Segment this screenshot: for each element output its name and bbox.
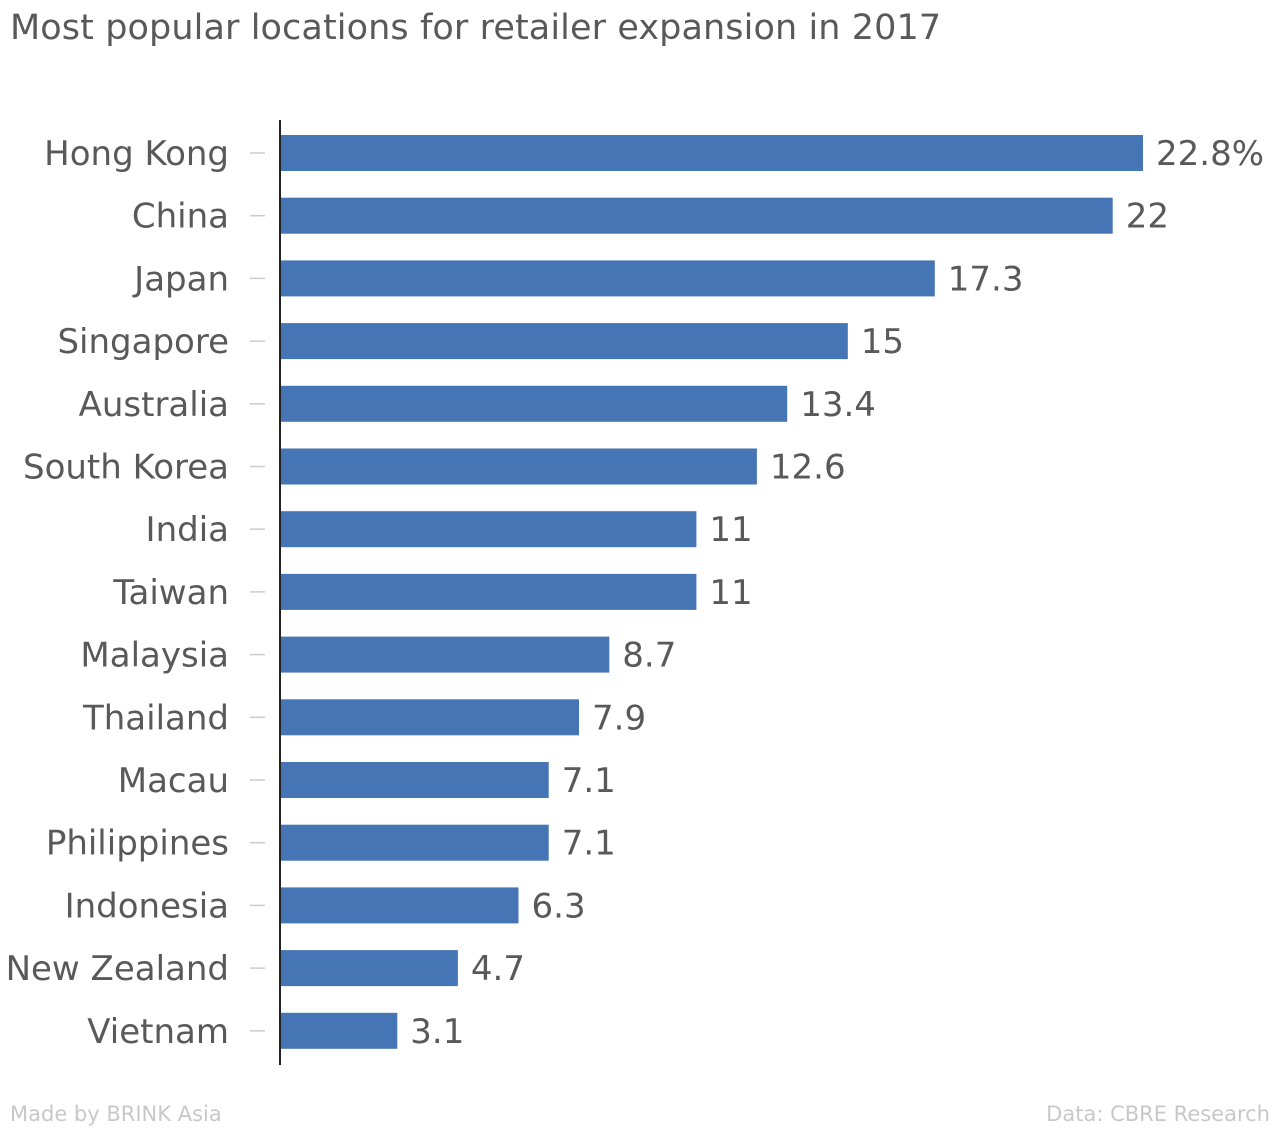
category-label-australia: Australia [79, 385, 229, 425]
value-label-vietnam: 3.1 [410, 1012, 464, 1052]
bar-thailand [280, 699, 579, 736]
bar-hong-kong [280, 135, 1143, 171]
bar-japan [280, 260, 935, 297]
category-labels: Hong Kong China Japan Singapore Australia Sou… [6, 134, 229, 1052]
category-label-macau: Macau [118, 761, 229, 801]
category-label-philippines: Philippines [46, 824, 229, 864]
bar-singapore [280, 323, 848, 360]
value-label-south-korea: 12.6 [770, 448, 846, 488]
value-label-china: 22 [1126, 197, 1169, 237]
value-label-india: 11 [709, 510, 752, 550]
bar-indonesia [280, 887, 519, 924]
category-ticks [250, 152, 265, 1032]
bar-china [280, 197, 1113, 234]
bar-vietnam [280, 1012, 398, 1049]
value-label-australia: 13.4 [800, 385, 876, 425]
bars [280, 135, 1143, 1049]
value-label-philippines: 7.1 [562, 824, 616, 864]
category-label-new-zealand: New Zealand [6, 949, 229, 989]
value-label-malaysia: 8.7 [622, 636, 676, 676]
category-label-japan: Japan [132, 259, 229, 299]
category-label-china: China [132, 197, 229, 237]
category-label-thailand: Thailand [82, 698, 229, 738]
category-label-hong-kong: Hong Kong [44, 134, 229, 174]
bar-macau [280, 762, 549, 798]
value-label-new-zealand: 4.7 [471, 949, 525, 989]
value-labels: 22.8% 22 17.3 15 13.4 12.6 11 11 8.7 7.9 7.1 7.1 6.3… [410, 134, 1264, 1052]
bar-new-zealand [280, 950, 458, 987]
bar-australia [280, 385, 788, 422]
category-label-south-korea: South Korea [23, 448, 229, 488]
credit-text: Made by BRINK Asia [10, 1102, 222, 1126]
category-label-taiwan: Taiwan [112, 573, 229, 613]
value-label-indonesia: 6.3 [532, 886, 586, 926]
category-label-india: India [146, 510, 229, 550]
category-label-malaysia: Malaysia [80, 636, 229, 676]
bar-malaysia [280, 636, 610, 673]
value-label-singapore: 15 [861, 322, 904, 362]
value-label-hong-kong: 22.8% [1156, 134, 1264, 174]
category-label-indonesia: Indonesia [65, 886, 229, 926]
chart-title: Most popular locations for retailer expa… [10, 8, 942, 48]
value-label-japan: 17.3 [948, 259, 1024, 299]
bar-philippines [280, 824, 549, 861]
value-label-macau: 7.1 [562, 761, 616, 801]
source-text: Data: CBRE Research [1046, 1102, 1270, 1126]
bar-india [280, 511, 697, 548]
value-label-taiwan: 11 [709, 573, 752, 613]
bar-taiwan [280, 573, 697, 610]
category-label-vietnam: Vietnam [87, 1012, 229, 1052]
bar-south-korea [280, 448, 757, 485]
value-label-thailand: 7.9 [592, 698, 646, 738]
category-label-singapore: Singapore [57, 322, 229, 362]
